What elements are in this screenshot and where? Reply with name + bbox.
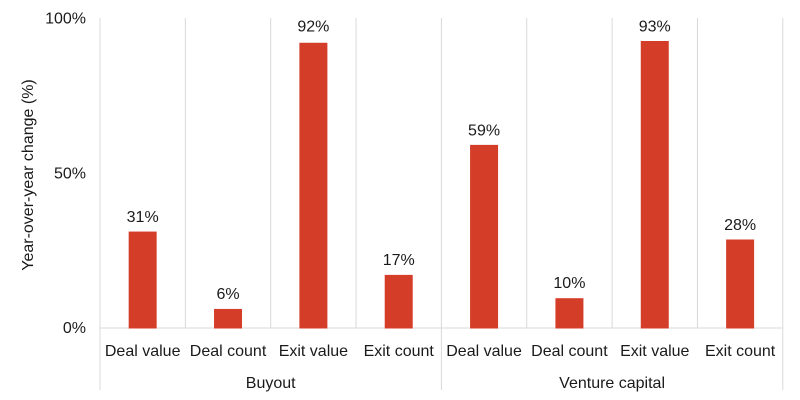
svg-text:Deal value: Deal value xyxy=(446,343,522,360)
svg-text:17%: 17% xyxy=(383,252,415,269)
svg-text:Exit count: Exit count xyxy=(364,343,435,360)
svg-text:59%: 59% xyxy=(468,123,500,140)
svg-text:Deal value: Deal value xyxy=(105,343,181,360)
svg-text:Deal count: Deal count xyxy=(531,343,608,360)
svg-text:92%: 92% xyxy=(297,19,329,36)
svg-text:28%: 28% xyxy=(724,217,756,234)
svg-text:93%: 93% xyxy=(639,19,671,36)
svg-text:Buyout: Buyout xyxy=(246,375,296,392)
svg-text:31%: 31% xyxy=(127,209,159,226)
svg-text:Exit value: Exit value xyxy=(279,343,348,360)
svg-text:50%: 50% xyxy=(54,165,86,182)
svg-text:Year-over-year change (%): Year-over-year change (%) xyxy=(20,79,37,271)
svg-text:Exit count: Exit count xyxy=(705,343,776,360)
svg-text:6%: 6% xyxy=(216,286,239,303)
svg-text:Deal count: Deal count xyxy=(190,343,267,360)
svg-text:0%: 0% xyxy=(63,320,86,337)
svg-text:Exit value: Exit value xyxy=(620,343,689,360)
svg-text:100%: 100% xyxy=(45,11,86,28)
svg-text:10%: 10% xyxy=(553,275,585,292)
svg-text:Venture capital: Venture capital xyxy=(559,375,665,392)
